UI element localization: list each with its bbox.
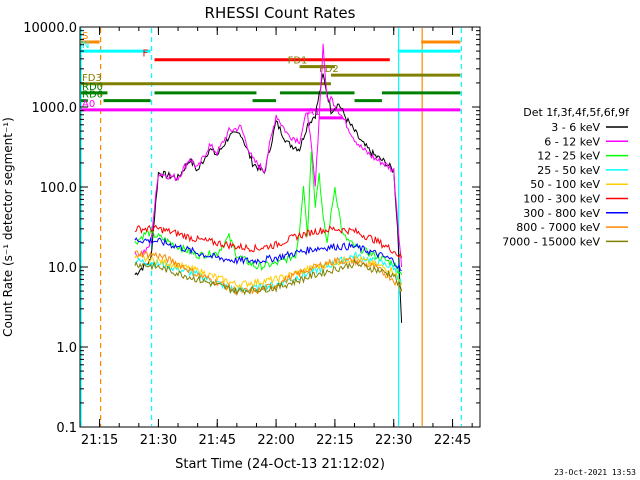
state-bar-label: A0: [82, 99, 95, 110]
series-group: [134, 43, 403, 323]
x-tick-label: 21:45: [199, 433, 236, 448]
series-line-6-12-kev: [134, 43, 403, 268]
x-tick-label: 22:45: [434, 433, 471, 448]
legend-label: 100 - 300 keV: [523, 193, 600, 206]
generation-timestamp: 23-Oct-2021 13:53: [554, 468, 636, 477]
y-tick-label: 10000.0: [23, 21, 77, 36]
legend-title: Det 1f,3f,4f,5f,6f,9f: [523, 106, 630, 119]
state-bar-label: FD2: [319, 64, 339, 75]
legend-label: 6 - 12 keV: [544, 135, 600, 148]
x-tick-label: 22:15: [316, 433, 353, 448]
series-line-300-800-kev: [134, 236, 402, 272]
series-line-100-300-kev: [134, 224, 403, 259]
y-tick-label: 1000.0: [32, 101, 78, 116]
legend-label: 50 - 100 keV: [530, 178, 600, 191]
x-axis-label: Start Time (24-Oct-13 21:12:02): [175, 457, 385, 472]
x-tick-label: 22:00: [257, 433, 294, 448]
y-tick-label: 100.0: [40, 181, 77, 196]
x-tick-label: 22:30: [375, 433, 412, 448]
legend-label: 3 - 6 keV: [551, 121, 600, 134]
x-tick-label: 21:15: [81, 433, 118, 448]
series-line-800-7000-kev: [134, 249, 402, 295]
state-bar-label: FD1: [288, 56, 308, 67]
y-axis: 0.1 1.0 10.0 100.0 1000.0 10000.0: [23, 21, 480, 436]
state-bar-label: RD0: [82, 82, 103, 93]
plot-frame: [79, 26, 481, 428]
state-bar-label: RD6: [82, 90, 103, 101]
state-bar-label: FD3: [82, 73, 102, 84]
chart-title: RHESSI Count Rates: [205, 4, 356, 22]
state-bar-label: A1: [307, 107, 320, 118]
legend-label: 12 - 25 keV: [537, 150, 600, 163]
legend-label: 25 - 50 keV: [537, 164, 600, 177]
state-bar-label: S: [82, 31, 88, 42]
state-bar-label: F: [143, 49, 149, 60]
y-axis-label: Count Rate (s⁻¹ detector segment⁻¹): [1, 117, 15, 337]
y-tick-label: 1.0: [56, 341, 77, 356]
legend-label: 300 - 800 keV: [523, 207, 600, 220]
legend-label: 7000 - 15000 keV: [502, 235, 600, 248]
x-axis: 21:15 21:30 21:45 22:00 22:15 22:30 22:45: [79, 27, 473, 448]
y-tick-label: 10.0: [48, 261, 77, 276]
x-tick-label: 21:30: [140, 433, 177, 448]
y-tick-label: 0.1: [56, 421, 77, 436]
legend-label: 800 - 7000 keV: [516, 221, 600, 234]
state-bar-label: N: [82, 40, 89, 51]
series-line-7000-15000-kev: [134, 258, 403, 297]
